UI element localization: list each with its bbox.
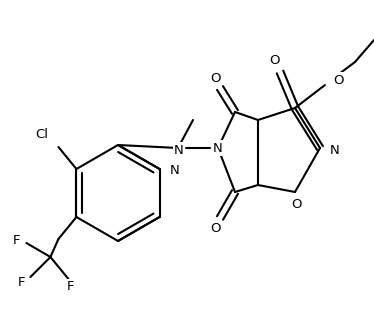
- Text: O: O: [333, 73, 343, 86]
- Text: Cl: Cl: [36, 128, 48, 141]
- Text: O: O: [292, 197, 302, 210]
- Text: N: N: [174, 144, 184, 157]
- Text: N: N: [213, 141, 223, 154]
- Text: F: F: [18, 276, 25, 289]
- Text: O: O: [211, 222, 221, 234]
- Text: F: F: [67, 281, 74, 294]
- Text: F: F: [13, 234, 21, 247]
- Text: N: N: [169, 165, 179, 178]
- Text: O: O: [270, 54, 280, 67]
- Text: N: N: [330, 144, 340, 157]
- Text: O: O: [211, 72, 221, 85]
